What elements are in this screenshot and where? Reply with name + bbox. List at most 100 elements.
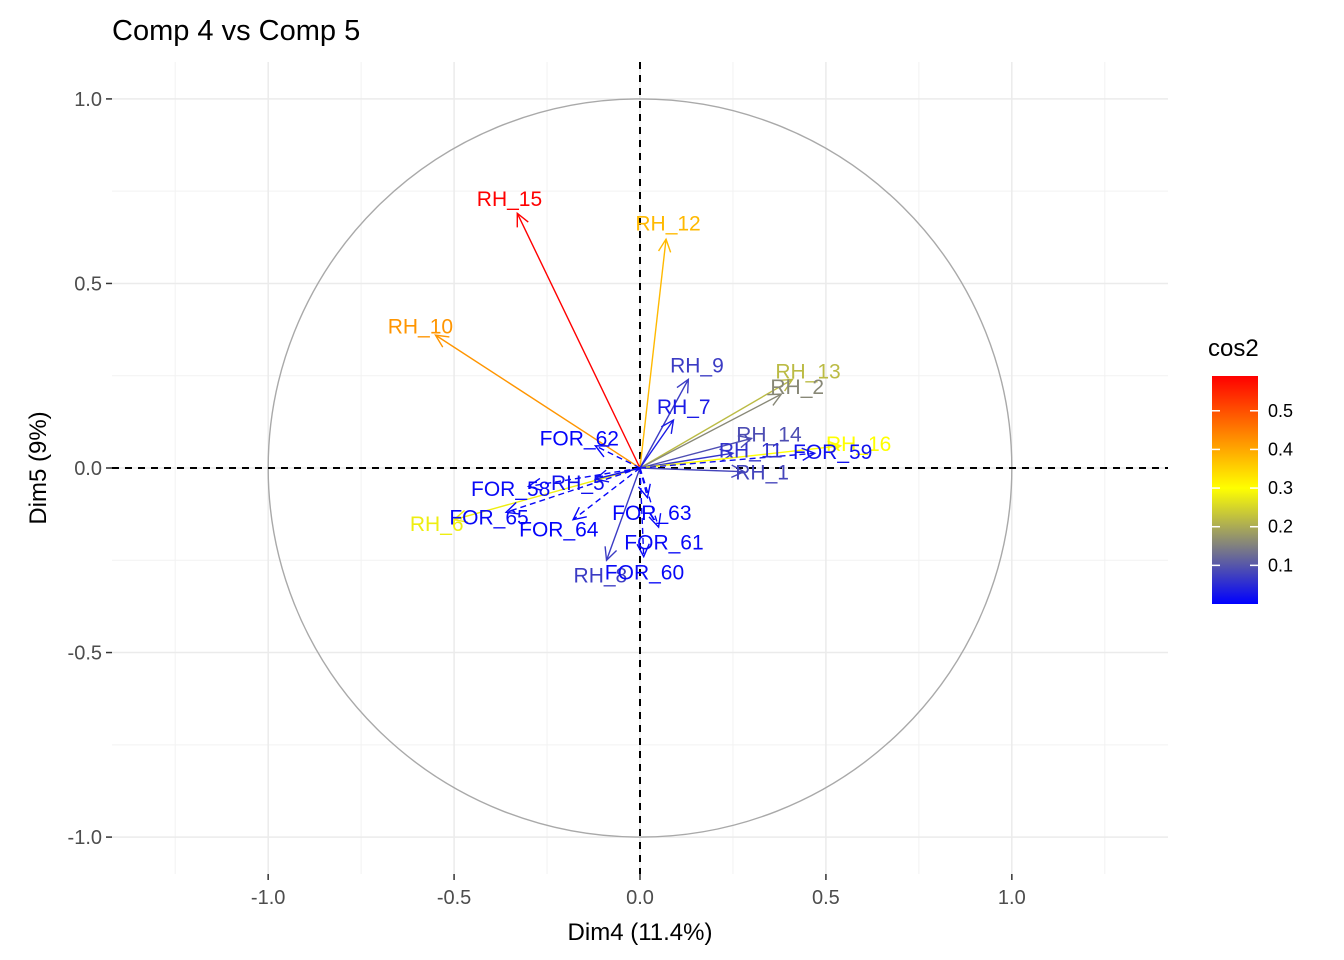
y-tick-label: -1.0 xyxy=(68,827,102,849)
arrow-shaft xyxy=(572,467,641,521)
arrow-shaft xyxy=(639,393,782,469)
variable-label: FOR_61 xyxy=(624,531,703,554)
arrow-head xyxy=(636,543,650,559)
legend-tick-label: 0.4 xyxy=(1268,439,1293,459)
arrow-head xyxy=(604,546,618,562)
x-axis-title: Dim4 (11.4%) xyxy=(568,919,713,946)
arrow-head xyxy=(778,378,794,392)
plot-panel: -1.0 -0.5 0.0 0.5 1.0 -1.0 -0.5 0.0 0.5 1.0 RH_15 R… xyxy=(68,62,1168,909)
y-tick-label: 0.0 xyxy=(74,458,102,480)
arrow-head xyxy=(676,378,690,394)
variable-label: RH_5 xyxy=(551,472,605,495)
arrow-head xyxy=(526,477,543,492)
arrow-head xyxy=(660,418,675,434)
variable-label: RH_13 xyxy=(775,360,840,383)
variable-label: RH_11 xyxy=(719,440,783,463)
variable-label: FOR_63 xyxy=(612,502,691,525)
cos2-legend: cos2 0.1 0.2 0.3 0.4 0.5 xyxy=(1208,335,1293,604)
x-tick-label: 0.5 xyxy=(812,887,840,909)
arrow-shaft xyxy=(639,467,745,473)
variable-arrow xyxy=(516,211,641,469)
variable-label: RH_1 xyxy=(735,461,789,484)
arrow-shaft xyxy=(639,378,793,469)
legend-title: cos2 xyxy=(1208,335,1259,362)
variable-label: FOR_60 xyxy=(605,562,684,585)
arrow-shaft xyxy=(639,467,645,557)
x-tick-label: 1.0 xyxy=(998,887,1026,909)
variable-arrow xyxy=(526,467,641,492)
variable-label: FOR_62 xyxy=(540,428,619,451)
variable-arrow xyxy=(639,237,672,469)
variable-label: RH_10 xyxy=(388,315,453,338)
arrow-head xyxy=(516,211,529,228)
variable-label: FOR_65 xyxy=(449,506,528,529)
arrow-head xyxy=(593,445,610,458)
arrow-head xyxy=(593,469,610,483)
arrow-shaft xyxy=(639,445,841,469)
arrow-shaft xyxy=(639,452,734,469)
variable-arrow xyxy=(639,378,794,469)
variable-label: RH_12 xyxy=(635,212,700,235)
variable-label: RH_7 xyxy=(657,396,711,419)
arrow-head xyxy=(434,334,450,348)
arrow-shaft xyxy=(639,239,667,469)
variable-arrow xyxy=(504,467,641,515)
variable-label: RH_6 xyxy=(410,513,464,536)
x-tick-label: -0.5 xyxy=(437,887,471,909)
arrow-shaft xyxy=(453,467,641,521)
arrow-head xyxy=(571,506,587,521)
variable-arrow xyxy=(571,467,641,521)
y-tick-label: 0.5 xyxy=(74,273,102,295)
variable-arrow xyxy=(593,445,641,469)
arrow-shaft xyxy=(595,445,641,469)
arrow-head xyxy=(452,509,468,523)
variable-label: FOR_64 xyxy=(519,518,599,541)
arrow-head xyxy=(657,237,672,253)
variable-label: FOR_58 xyxy=(471,478,550,501)
variable-label: RH_8 xyxy=(574,564,628,587)
arrow-shaft xyxy=(528,467,641,488)
variable-arrow xyxy=(639,464,746,478)
x-tick-label: 0.0 xyxy=(626,887,654,909)
arrow-shaft xyxy=(605,467,641,561)
y-axis-title: Dim5 (9%) xyxy=(25,411,52,524)
variable-arrow xyxy=(639,418,675,469)
arrow-shaft xyxy=(639,379,689,469)
variable-arrow xyxy=(452,467,641,523)
chart-title: Comp 4 vs Comp 5 xyxy=(112,15,360,47)
variable-arrow xyxy=(639,467,662,529)
x-tick-label: -1.0 xyxy=(251,887,285,909)
variable-arrow xyxy=(639,435,754,469)
legend-tick-label: 0.5 xyxy=(1268,401,1293,421)
arrow-head xyxy=(801,447,817,461)
variable-label: RH_15 xyxy=(477,188,542,211)
variable-arrow xyxy=(639,393,783,469)
variable-arrow xyxy=(639,378,690,469)
variable-arrow xyxy=(639,447,817,469)
arrow-head xyxy=(504,502,521,515)
variable-label: RH_14 xyxy=(736,423,802,446)
variable-label: FOR_59 xyxy=(793,441,872,464)
variable-label: RH_2 xyxy=(770,376,824,399)
arrow-head xyxy=(648,513,662,529)
legend-tick-label: 0.2 xyxy=(1268,517,1293,537)
arrow-head xyxy=(767,393,783,406)
variable-arrow xyxy=(604,467,641,562)
variable-label: RH_16 xyxy=(826,433,891,456)
arrow-shaft xyxy=(639,419,675,469)
arrow-shaft xyxy=(639,467,660,528)
arrow-head xyxy=(731,464,746,478)
legend-tick-label: 0.1 xyxy=(1268,555,1293,575)
arrow-shaft xyxy=(516,213,641,469)
y-tick-label: 1.0 xyxy=(74,89,102,111)
arrow-shaft xyxy=(595,467,641,480)
arrow-head xyxy=(827,440,843,454)
variable-arrow xyxy=(639,440,843,469)
variable-label: RH_9 xyxy=(670,354,724,377)
variable-arrow xyxy=(593,467,641,483)
arrow-head xyxy=(737,435,754,449)
legend-tick-label: 0.3 xyxy=(1268,478,1293,498)
variable-arrow xyxy=(636,467,650,559)
arrow-shaft xyxy=(639,437,752,469)
